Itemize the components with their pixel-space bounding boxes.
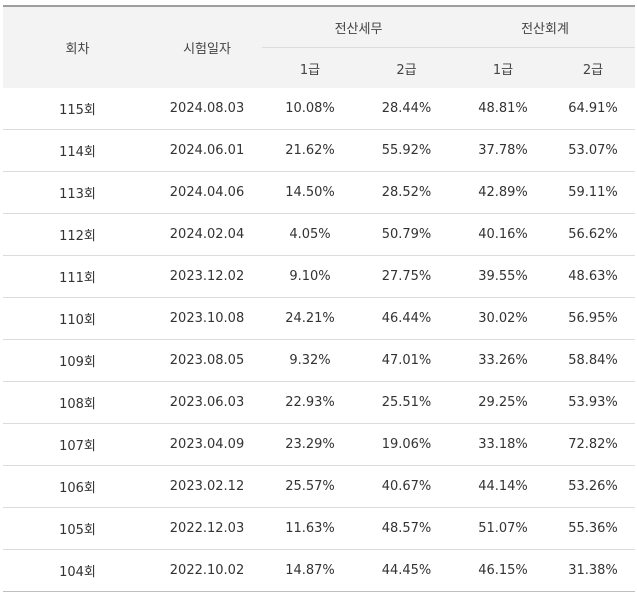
cell-accounting-grade2: 56.95% <box>551 297 635 340</box>
cell-tax-grade1: 14.50% <box>262 171 358 214</box>
table-row: 112회 2024.02.04 4.05% 50.79% 40.16% 56.62% <box>3 213 635 256</box>
cell-round: 111회 <box>3 255 152 298</box>
cell-date: 2022.10.02 <box>152 549 262 592</box>
cell-accounting-grade2: 72.82% <box>551 423 635 466</box>
table-row: 110회 2023.10.08 24.21% 46.44% 30.02% 56.95% <box>3 297 635 340</box>
cell-tax-grade2: 19.06% <box>358 423 455 466</box>
cell-accounting-grade2: 64.91% <box>551 88 635 130</box>
cell-accounting-grade2: 53.26% <box>551 465 635 508</box>
cell-accounting-grade1: 33.26% <box>455 339 551 382</box>
cell-round: 109회 <box>3 339 152 382</box>
cell-accounting-grade1: 37.78% <box>455 129 551 172</box>
table-row: 115회 2024.08.03 10.08% 28.44% 48.81% 64.91% <box>3 88 635 130</box>
cell-round: 105회 <box>3 507 152 550</box>
table-header: 회차 시험일자 전산세무 전산회계 1급 2급 1급 2급 <box>3 5 635 88</box>
cell-date: 2022.12.03 <box>152 507 262 550</box>
cell-tax-grade2: 28.52% <box>358 171 455 214</box>
cell-date: 2023.06.03 <box>152 381 262 424</box>
table-row: 105회 2022.12.03 11.63% 48.57% 51.07% 55.36% <box>3 507 635 550</box>
header-round: 회차 <box>3 5 152 88</box>
cell-accounting-grade1: 29.25% <box>455 381 551 424</box>
table-body: 115회 2024.08.03 10.08% 28.44% 48.81% 64.91% 11… <box>3 88 635 592</box>
cell-accounting-grade2: 56.62% <box>551 213 635 256</box>
header-tax-grade2: 2급 <box>358 47 455 88</box>
header-accounting-group: 전산회계 <box>455 5 635 48</box>
cell-date: 2023.02.12 <box>152 465 262 508</box>
cell-round: 107회 <box>3 423 152 466</box>
cell-tax-grade2: 27.75% <box>358 255 455 298</box>
cell-date: 2023.12.02 <box>152 255 262 298</box>
pass-rate-table: 회차 시험일자 전산세무 전산회계 1급 2급 1급 2급 115회 2024.0… <box>3 5 635 592</box>
cell-tax-grade2: 44.45% <box>358 549 455 592</box>
cell-accounting-grade1: 33.18% <box>455 423 551 466</box>
cell-date: 2023.04.09 <box>152 423 262 466</box>
cell-round: 113회 <box>3 171 152 214</box>
table-row: 108회 2023.06.03 22.93% 25.51% 29.25% 53.93% <box>3 381 635 424</box>
cell-tax-grade1: 11.63% <box>262 507 358 550</box>
cell-tax-grade2: 50.79% <box>358 213 455 256</box>
cell-tax-grade2: 28.44% <box>358 88 455 130</box>
header-accounting-grade2: 2급 <box>551 47 635 88</box>
cell-date: 2024.04.06 <box>152 171 262 214</box>
cell-accounting-grade1: 40.16% <box>455 213 551 256</box>
cell-accounting-grade1: 48.81% <box>455 88 551 130</box>
cell-round: 112회 <box>3 213 152 256</box>
cell-accounting-grade2: 31.38% <box>551 549 635 592</box>
cell-tax-grade1: 9.10% <box>262 255 358 298</box>
header-accounting-grade1: 1급 <box>455 47 551 88</box>
cell-round: 110회 <box>3 297 152 340</box>
page: 회차 시험일자 전산세무 전산회계 1급 2급 1급 2급 115회 2024.0… <box>3 5 635 592</box>
table-row: 114회 2024.06.01 21.62% 55.92% 37.78% 53.07% <box>3 129 635 172</box>
cell-tax-grade1: 23.29% <box>262 423 358 466</box>
cell-accounting-grade2: 53.07% <box>551 129 635 172</box>
cell-tax-grade2: 47.01% <box>358 339 455 382</box>
cell-accounting-grade2: 58.84% <box>551 339 635 382</box>
header-tax-group: 전산세무 <box>262 5 455 48</box>
table-row: 107회 2023.04.09 23.29% 19.06% 33.18% 72.82% <box>3 423 635 466</box>
cell-date: 2024.06.01 <box>152 129 262 172</box>
cell-accounting-grade2: 59.11% <box>551 171 635 214</box>
cell-round: 106회 <box>3 465 152 508</box>
cell-round: 108회 <box>3 381 152 424</box>
table-row: 106회 2023.02.12 25.57% 40.67% 44.14% 53.26% <box>3 465 635 508</box>
cell-tax-grade1: 9.32% <box>262 339 358 382</box>
cell-date: 2023.08.05 <box>152 339 262 382</box>
cell-tax-grade2: 40.67% <box>358 465 455 508</box>
table-row: 109회 2023.08.05 9.32% 47.01% 33.26% 58.84% <box>3 339 635 382</box>
cell-date: 2024.08.03 <box>152 88 262 130</box>
cell-accounting-grade1: 30.02% <box>455 297 551 340</box>
cell-tax-grade1: 24.21% <box>262 297 358 340</box>
cell-accounting-grade1: 42.89% <box>455 171 551 214</box>
cell-tax-grade1: 22.93% <box>262 381 358 424</box>
cell-tax-grade1: 14.87% <box>262 549 358 592</box>
cell-tax-grade1: 4.05% <box>262 213 358 256</box>
cell-tax-grade1: 21.62% <box>262 129 358 172</box>
header-date: 시험일자 <box>152 5 262 88</box>
cell-accounting-grade2: 55.36% <box>551 507 635 550</box>
table-row: 113회 2024.04.06 14.50% 28.52% 42.89% 59.11% <box>3 171 635 214</box>
cell-tax-grade2: 55.92% <box>358 129 455 172</box>
cell-tax-grade2: 48.57% <box>358 507 455 550</box>
cell-accounting-grade1: 46.15% <box>455 549 551 592</box>
cell-accounting-grade2: 53.93% <box>551 381 635 424</box>
cell-tax-grade2: 25.51% <box>358 381 455 424</box>
cell-accounting-grade2: 48.63% <box>551 255 635 298</box>
cell-date: 2024.02.04 <box>152 213 262 256</box>
table-row: 104회 2022.10.02 14.87% 44.45% 46.15% 31.38% <box>3 549 635 592</box>
cell-round: 104회 <box>3 549 152 592</box>
cell-round: 114회 <box>3 129 152 172</box>
table-row: 111회 2023.12.02 9.10% 27.75% 39.55% 48.63% <box>3 255 635 298</box>
cell-round: 115회 <box>3 88 152 130</box>
cell-tax-grade2: 46.44% <box>358 297 455 340</box>
cell-accounting-grade1: 51.07% <box>455 507 551 550</box>
cell-tax-grade1: 10.08% <box>262 88 358 130</box>
cell-tax-grade1: 25.57% <box>262 465 358 508</box>
cell-accounting-grade1: 44.14% <box>455 465 551 508</box>
cell-date: 2023.10.08 <box>152 297 262 340</box>
cell-accounting-grade1: 39.55% <box>455 255 551 298</box>
header-tax-grade1: 1급 <box>262 47 358 88</box>
